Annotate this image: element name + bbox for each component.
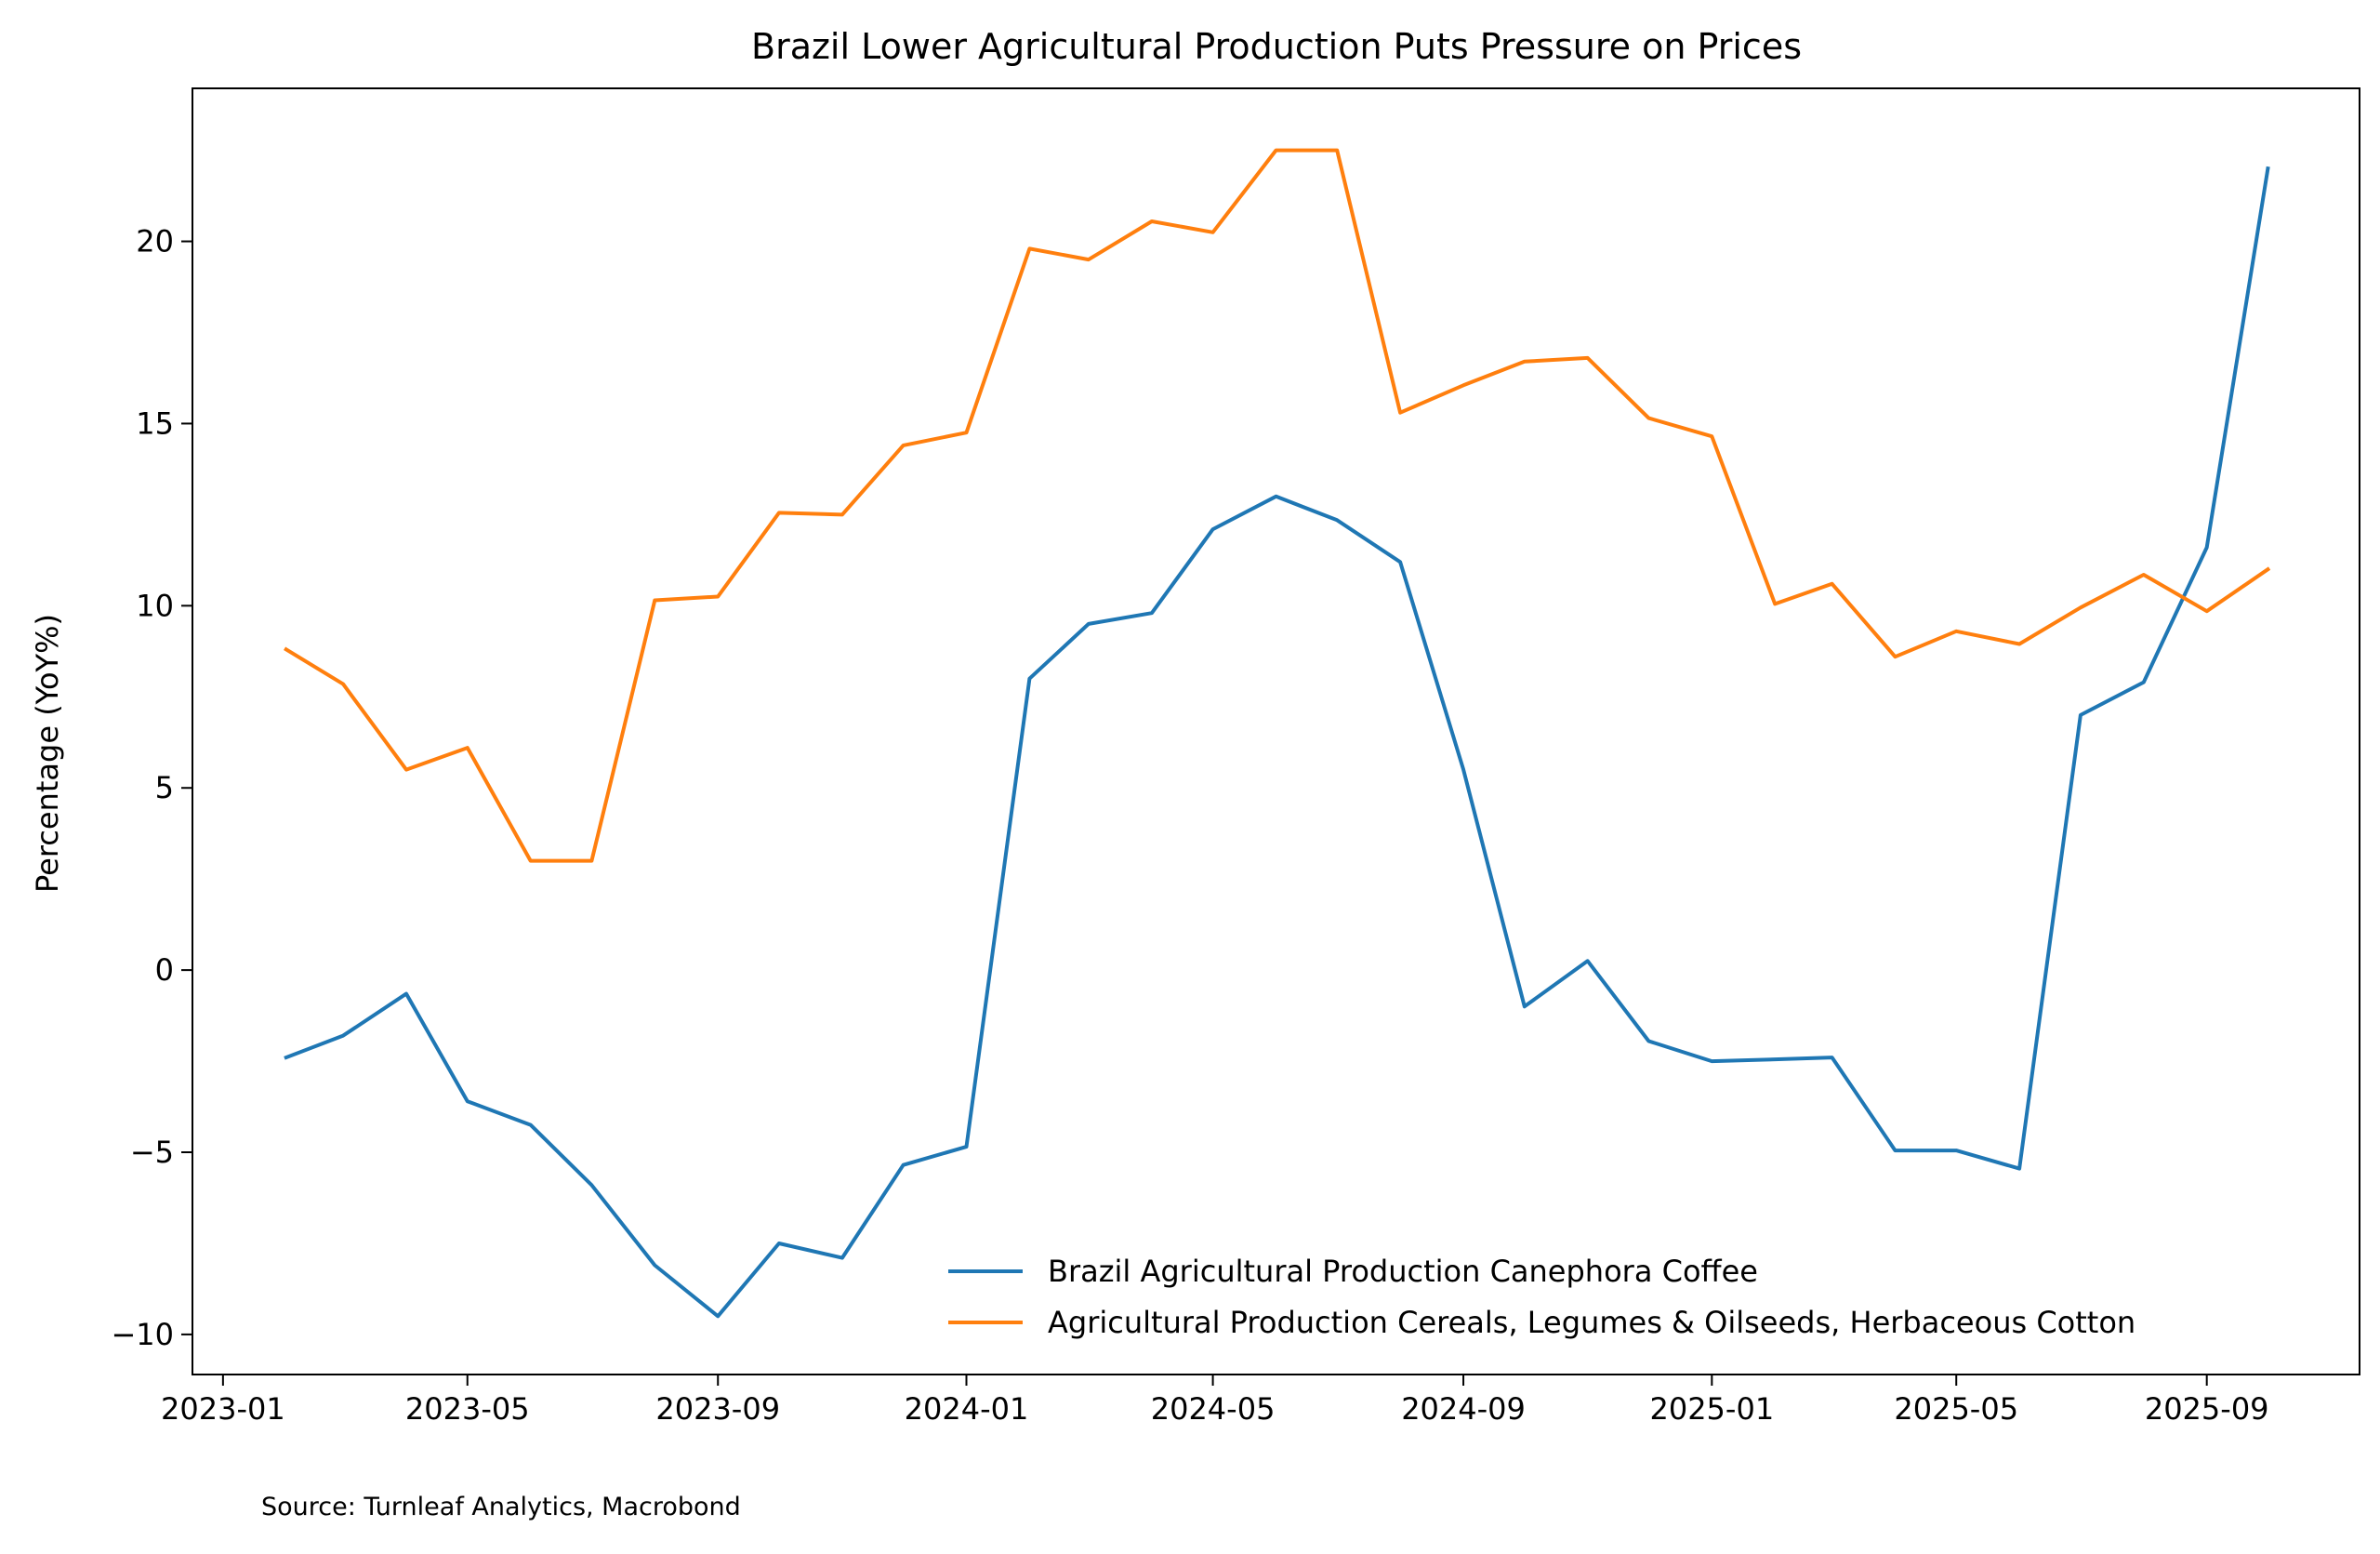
series-line-2 — [284, 148, 2271, 863]
legend: Brazil Agricultural Production Canephora… — [948, 1254, 2135, 1340]
y-tick-label: 10 — [136, 588, 174, 623]
x-tick-label: 2023-01 — [161, 1391, 285, 1427]
legend-label: Agricultural Production Cereals, Legumes… — [1048, 1305, 2135, 1340]
y-tick-label: 20 — [136, 224, 174, 259]
y-tick-label: −5 — [130, 1135, 174, 1170]
x-tick-label: 2025-05 — [1894, 1391, 2018, 1427]
x-tick-label: 2023-09 — [655, 1391, 780, 1427]
x-tick-label: 2023-05 — [405, 1391, 530, 1427]
y-axis-ticks: −10 −5 0 5 10 15 20 — [111, 224, 192, 1352]
y-tick-label: 0 — [155, 952, 174, 988]
x-tick-label: 2024-09 — [1401, 1391, 1526, 1427]
x-tick-label: 2025-09 — [2145, 1391, 2269, 1427]
chart-title: Brazil Lower Agricultural Production Put… — [751, 26, 1802, 67]
x-tick-label: 2025-01 — [1649, 1391, 1774, 1427]
x-tick-label: 2024-01 — [905, 1391, 1029, 1427]
legend-label: Brazil Agricultural Production Canephora… — [1048, 1254, 1758, 1289]
plot-frame — [192, 87, 2360, 1375]
source-note: Source: Turnleaf Analytics, Macrobond — [261, 1493, 741, 1521]
series-line-1 — [284, 166, 2270, 1319]
series-lines — [284, 148, 2271, 1319]
y-axis-label: Percentage (YoY%) — [30, 614, 65, 893]
x-axis-ticks: 2023-01 2023-05 2023-09 2024-01 2024-05 2024-… — [161, 1375, 2269, 1427]
x-tick-label: 2024-05 — [1151, 1391, 1276, 1427]
y-tick-label: 5 — [155, 770, 174, 805]
y-tick-label: 15 — [136, 405, 174, 441]
y-tick-label: −10 — [111, 1317, 174, 1352]
